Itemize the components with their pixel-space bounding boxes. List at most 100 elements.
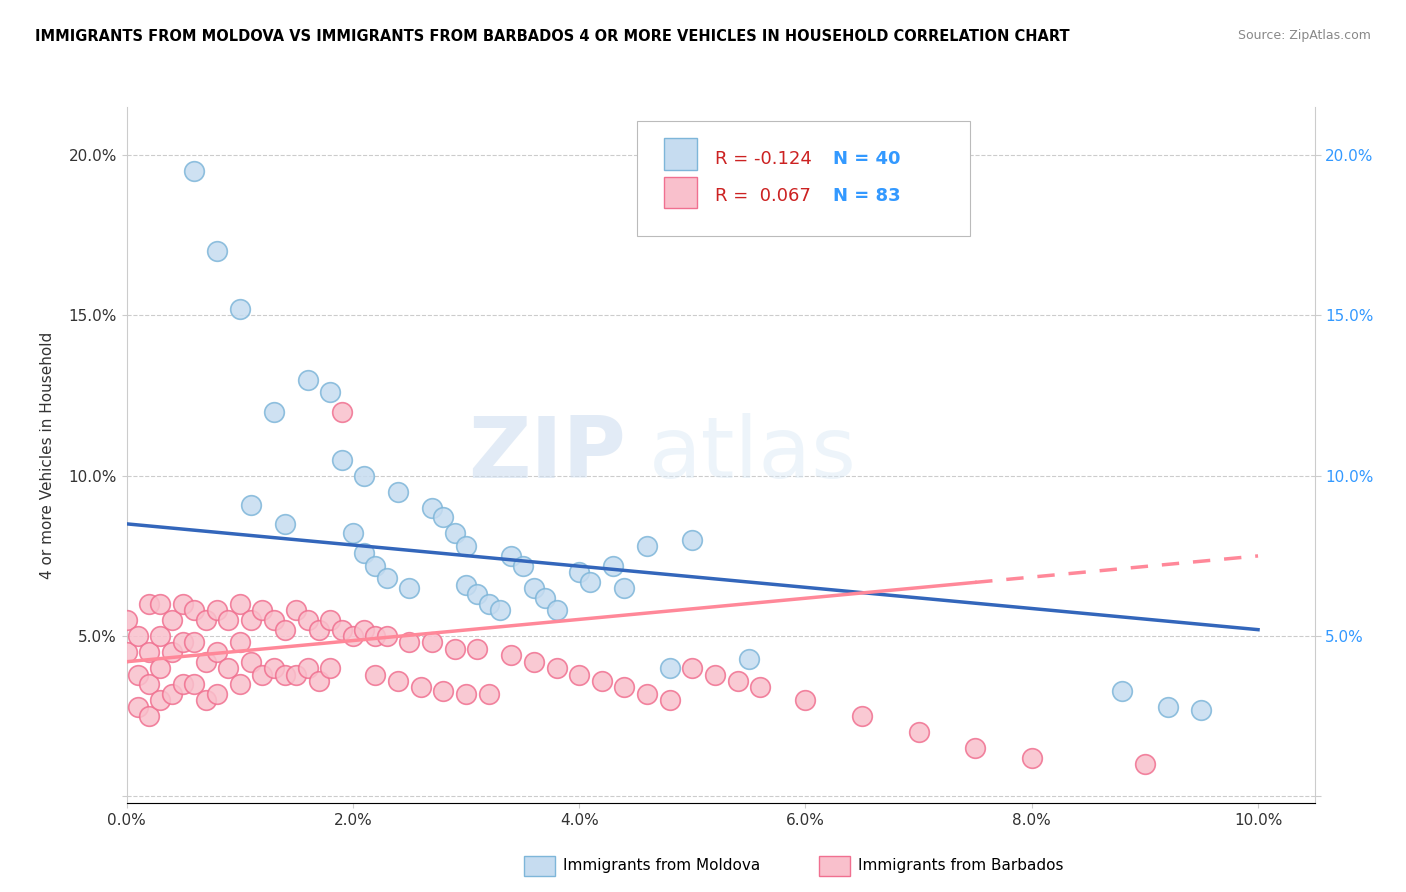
Point xyxy=(546,661,568,675)
Point xyxy=(534,591,557,605)
Point xyxy=(240,613,263,627)
Point xyxy=(568,565,591,579)
Point xyxy=(364,629,387,643)
Point xyxy=(138,645,160,659)
Point xyxy=(387,484,409,499)
Point xyxy=(1156,699,1178,714)
FancyBboxPatch shape xyxy=(664,138,697,169)
Point xyxy=(454,539,477,553)
Point xyxy=(907,725,929,739)
Point xyxy=(523,655,546,669)
Point xyxy=(375,629,398,643)
Point xyxy=(465,641,488,656)
Point xyxy=(1111,683,1133,698)
Point xyxy=(478,687,501,701)
Point xyxy=(160,613,183,627)
Point xyxy=(172,677,194,691)
Point xyxy=(263,661,285,675)
Point xyxy=(420,635,443,649)
Point xyxy=(749,681,772,695)
Point xyxy=(420,500,443,515)
Point xyxy=(794,693,817,707)
Point xyxy=(613,681,636,695)
Point xyxy=(205,645,228,659)
Point xyxy=(217,613,239,627)
Point xyxy=(658,661,681,675)
Point xyxy=(658,693,681,707)
Point xyxy=(681,661,703,675)
Point xyxy=(738,651,761,665)
Point xyxy=(546,603,568,617)
Point xyxy=(138,677,160,691)
Point xyxy=(172,635,194,649)
Point xyxy=(160,645,183,659)
Point xyxy=(342,629,364,643)
Point xyxy=(409,681,432,695)
Point xyxy=(252,603,274,617)
Point xyxy=(501,648,523,663)
Point xyxy=(443,526,465,541)
FancyBboxPatch shape xyxy=(664,177,697,208)
Point xyxy=(127,699,149,714)
Point xyxy=(308,623,330,637)
Text: atlas: atlas xyxy=(650,413,858,497)
Point xyxy=(613,581,636,595)
Point xyxy=(263,404,285,418)
Point xyxy=(183,677,205,691)
Point xyxy=(851,709,873,723)
Point xyxy=(602,558,624,573)
Point xyxy=(489,603,512,617)
Point xyxy=(149,597,172,611)
Point xyxy=(1191,703,1213,717)
Text: R = -0.124: R = -0.124 xyxy=(714,150,811,169)
Point xyxy=(183,635,205,649)
Point xyxy=(285,667,308,681)
Point xyxy=(364,558,387,573)
Point xyxy=(308,673,330,688)
Point xyxy=(319,613,342,627)
Point xyxy=(228,677,250,691)
Point xyxy=(579,574,602,589)
Text: Immigrants from Moldova: Immigrants from Moldova xyxy=(562,858,761,872)
Point xyxy=(274,667,297,681)
Point xyxy=(240,655,263,669)
Point xyxy=(636,687,658,701)
Point xyxy=(297,661,319,675)
Point xyxy=(353,623,375,637)
Text: Immigrants from Barbados: Immigrants from Barbados xyxy=(858,858,1064,872)
Point xyxy=(160,687,183,701)
Point xyxy=(465,587,488,601)
Point xyxy=(115,613,138,627)
Point xyxy=(512,558,534,573)
Point xyxy=(342,526,364,541)
Point xyxy=(965,741,987,756)
Point xyxy=(228,597,250,611)
Point xyxy=(478,597,501,611)
Point xyxy=(194,693,217,707)
Point xyxy=(681,533,703,547)
Point xyxy=(353,468,375,483)
Point xyxy=(398,581,420,595)
Point xyxy=(183,164,205,178)
Point xyxy=(398,635,420,649)
Point xyxy=(330,452,353,467)
FancyBboxPatch shape xyxy=(637,121,970,235)
Point xyxy=(297,613,319,627)
Point xyxy=(194,613,217,627)
Point xyxy=(127,629,149,643)
Point xyxy=(443,641,465,656)
Point xyxy=(501,549,523,563)
Text: R =  0.067: R = 0.067 xyxy=(714,187,810,205)
Point xyxy=(523,581,546,595)
Point xyxy=(330,404,353,418)
Point xyxy=(703,667,725,681)
Text: Source: ZipAtlas.com: Source: ZipAtlas.com xyxy=(1237,29,1371,42)
Point xyxy=(387,673,409,688)
Point xyxy=(217,661,239,675)
Point xyxy=(183,603,205,617)
Point xyxy=(727,673,749,688)
Point xyxy=(127,667,149,681)
Point xyxy=(138,597,160,611)
Point xyxy=(297,373,319,387)
Point xyxy=(194,655,217,669)
